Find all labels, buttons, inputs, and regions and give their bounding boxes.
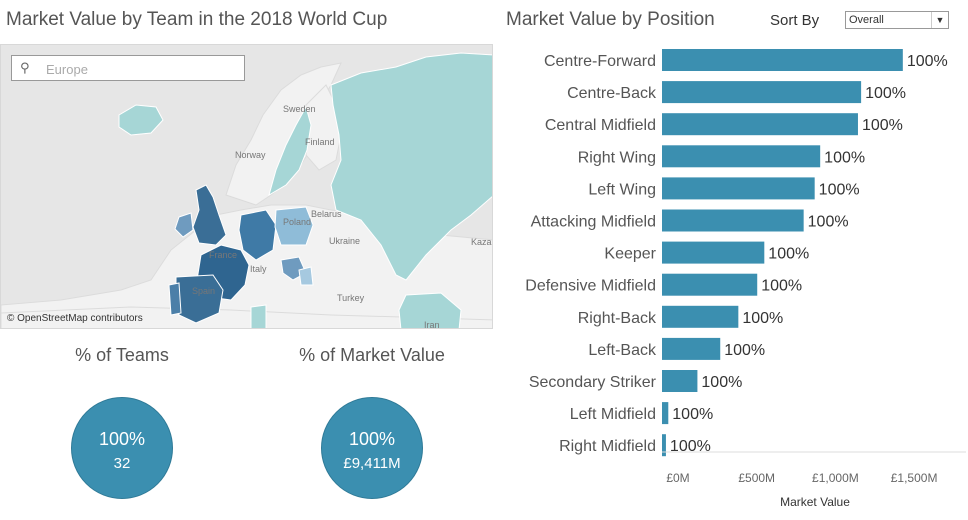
data-label: 100% <box>761 278 802 295</box>
category-label: Right Wing <box>578 149 656 166</box>
map-label-sweden: Sweden <box>283 104 316 114</box>
map-land-sweden-highlight[interactable] <box>268 105 312 197</box>
map-label-poland: Poland <box>283 217 311 227</box>
sort-by-value: Overall <box>849 14 884 26</box>
kpi-market-value: £9,411M <box>343 455 401 472</box>
bar[interactable] <box>662 113 858 136</box>
map-land-ireland[interactable] <box>174 212 194 238</box>
map-label-finland: Finland <box>305 137 335 147</box>
bar[interactable] <box>662 81 862 104</box>
data-label: 100% <box>862 117 903 134</box>
map-search-box[interactable]: ⚲ <box>11 55 245 81</box>
map-land-serbia[interactable] <box>298 266 314 286</box>
data-label: 100% <box>701 374 742 391</box>
bar[interactable] <box>662 145 821 168</box>
data-label: 100% <box>824 149 865 166</box>
bar[interactable] <box>662 49 903 71</box>
kpi-market-circle[interactable]: 100% £9,411M <box>321 397 423 499</box>
category-label: Attacking Midfield <box>531 214 656 231</box>
kpi-teams-percent: 100% <box>98 429 146 449</box>
map-title: Market Value by Team in the 2018 World C… <box>6 9 388 30</box>
map-land-germany[interactable] <box>238 209 277 261</box>
category-label: Right Midfield <box>559 438 656 455</box>
x-tick-label: £500M <box>738 471 775 485</box>
kpi-teams-title: % of Teams <box>75 345 169 365</box>
chevron-down-icon[interactable]: ▼ <box>931 12 948 28</box>
data-label: 100% <box>768 246 809 263</box>
map-land-uk[interactable] <box>192 184 227 246</box>
data-label: 100% <box>724 342 765 359</box>
category-label: Centre-Back <box>567 85 657 102</box>
category-label: Secondary Striker <box>529 374 657 391</box>
map-label-spain: Spain <box>192 286 215 296</box>
category-label: Central Midfield <box>545 117 656 134</box>
kpi-teams-circle[interactable]: 100% 32 <box>71 397 173 499</box>
x-tick-label: £1,000M <box>812 471 859 485</box>
bar[interactable] <box>662 337 721 360</box>
map-land-portugal[interactable] <box>168 282 182 316</box>
map-label-iran: Iran <box>424 320 440 329</box>
sort-by-label: Sort By <box>770 12 820 29</box>
data-label: 100% <box>672 406 713 423</box>
bar[interactable] <box>662 273 758 296</box>
map-canvas[interactable]: Norway Sweden Finland Belarus Ukraine Po… <box>1 45 493 329</box>
category-label: Centre-Forward <box>544 53 656 70</box>
bar[interactable] <box>662 241 765 264</box>
kpi-teams-value: 32 <box>113 455 131 472</box>
x-tick-label: £0M <box>666 471 689 485</box>
x-tick-label: £1,500M <box>891 471 938 485</box>
map-label-belarus: Belarus <box>311 209 342 219</box>
bar[interactable] <box>662 370 698 392</box>
category-label: Left-Back <box>588 342 657 359</box>
bar[interactable] <box>662 209 804 232</box>
category-label: Left Wing <box>588 181 656 198</box>
category-label: Defensive Midfield <box>525 278 656 295</box>
map-land-iceland[interactable] <box>118 104 164 136</box>
data-label: 100% <box>808 214 849 231</box>
map-label-kazakhstan: Kazal <box>471 237 493 247</box>
map-label-france: France <box>209 250 237 260</box>
category-label: Left Midfield <box>570 406 656 423</box>
europe-map[interactable]: Norway Sweden Finland Belarus Ukraine Po… <box>0 44 493 329</box>
category-label: Keeper <box>604 246 656 263</box>
map-land-egypt[interactable] <box>250 304 267 329</box>
kpi-market-title: % of Market Value <box>299 345 445 365</box>
map-label-norway: Norway <box>235 150 266 160</box>
data-label: 100% <box>907 53 948 70</box>
data-label: 100% <box>819 181 860 198</box>
map-land-iran[interactable] <box>398 292 462 329</box>
position-bar-chart[interactable]: Centre-Forward 100% Centre-Back 100% Central… <box>500 40 966 515</box>
bar[interactable] <box>662 305 739 328</box>
map-label-italy: Italy <box>250 264 267 274</box>
map-label-turkey: Turkey <box>337 293 365 303</box>
map-attribution: © OpenStreetMap contributors <box>7 313 143 324</box>
position-chart-title: Market Value by Position <box>506 9 715 30</box>
bar[interactable] <box>662 402 669 425</box>
data-label: 100% <box>865 85 906 102</box>
x-axis-label: Market Value <box>780 495 850 509</box>
map-search-input[interactable] <box>44 59 238 79</box>
data-label: 100% <box>742 310 783 327</box>
kpi-market-percent: 100% <box>348 429 396 449</box>
category-label: Right-Back <box>578 310 657 327</box>
map-land-russia[interactable] <box>330 52 493 281</box>
map-land-poland[interactable] <box>274 206 314 246</box>
bar[interactable] <box>662 434 666 457</box>
sort-by-dropdown[interactable]: Overall ▼ <box>845 11 949 29</box>
bar[interactable] <box>662 177 815 200</box>
data-label: 100% <box>670 438 711 455</box>
map-label-ukraine: Ukraine <box>329 236 360 246</box>
search-icon[interactable]: ⚲ <box>20 60 30 75</box>
